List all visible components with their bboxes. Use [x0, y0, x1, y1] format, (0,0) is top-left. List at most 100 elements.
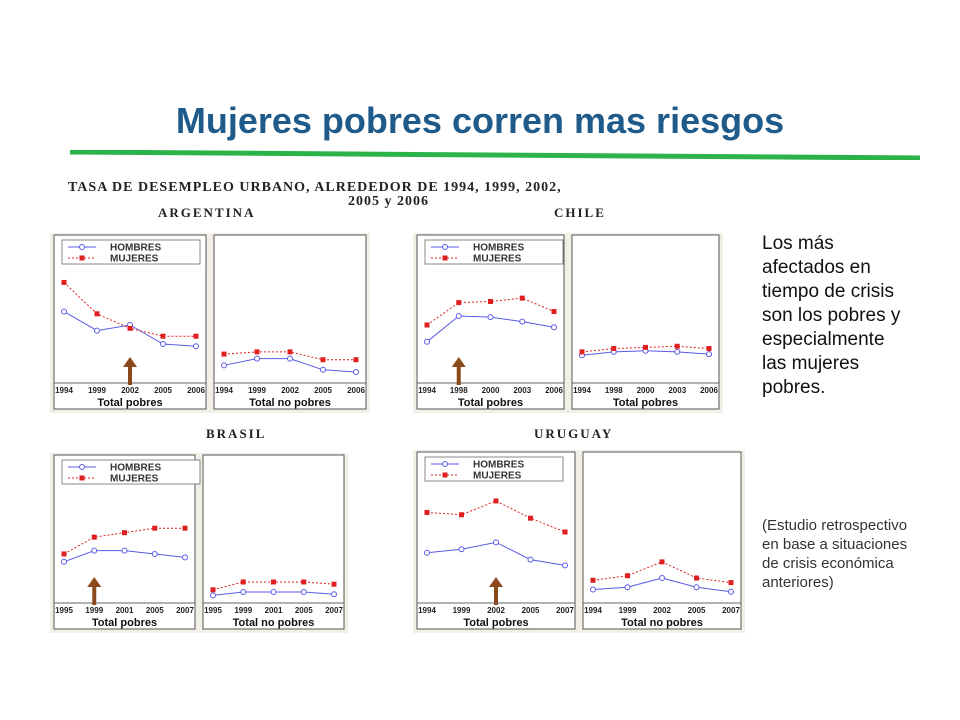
x-tick-label: 2005 [688, 606, 706, 615]
crisis-arrow-icon [451, 357, 466, 385]
x-tick-label: 2003 [513, 386, 531, 395]
data-point-mujeres [122, 530, 127, 536]
data-point-hombres [458, 546, 465, 553]
country-label-chile: CHILE [554, 205, 606, 220]
legend-box [61, 459, 201, 485]
data-point-hombres [287, 355, 293, 362]
legend-marker [442, 461, 448, 467]
data-point-mujeres [193, 333, 199, 339]
data-point-hombres [331, 591, 337, 598]
data-point-mujeres [424, 509, 430, 515]
legend-marker [442, 255, 448, 261]
x-tick-label: 2007 [722, 606, 740, 615]
data-point-mujeres [459, 512, 464, 518]
x-tick-label: 1994 [573, 386, 591, 395]
legend-label: HOMBRES [473, 460, 524, 471]
chile-chart-svg: 1994 1998 2000 2003 2006 Total pobres HOMBRESM… [416, 234, 720, 410]
data-point-mujeres [331, 581, 337, 587]
data-point-hombres [353, 369, 359, 376]
x-tick-label: 1994 [418, 386, 436, 395]
data-point-mujeres [519, 295, 525, 301]
uruguay-chart-svg: 1994 1999 2002 2005 2007 Total pobres HOMBRESM… [416, 451, 742, 630]
series-line-mujeres [426, 297, 555, 326]
data-point-hombres [674, 348, 681, 355]
data-point-hombres [527, 556, 534, 563]
legend-label: HOMBRES [473, 243, 524, 254]
x-axis-label: Total no pobres [233, 617, 315, 629]
data-point-hombres [94, 327, 100, 334]
legend-marker [79, 475, 85, 481]
x-axis-label: Total pobres [463, 617, 528, 629]
data-point-mujeres [152, 525, 158, 531]
legend-label: HOMBRES [110, 463, 161, 474]
data-point-hombres [424, 549, 430, 556]
data-point-mujeres [287, 349, 293, 355]
data-point-mujeres [94, 311, 100, 317]
legend-label: MUJERES [110, 254, 159, 265]
legend-label: MUJERES [473, 254, 522, 265]
legend-marker [79, 244, 85, 250]
data-point-mujeres [182, 525, 188, 531]
data-point-mujeres [488, 298, 493, 304]
x-axis-label: Total no pobres [249, 397, 331, 409]
x-tick-label: 2007 [556, 606, 574, 615]
x-axis-label: Total no pobres [621, 617, 703, 629]
chart-header-line1: TASA DE DESEMPLEO URBANO, ALREDEDOR DE 1… [68, 180, 562, 195]
data-point-mujeres [91, 534, 97, 540]
data-point-hombres [455, 313, 462, 320]
argentina-chart-svg: 1994 1999 2002 2005 2006 Total pobres HOMBRESM… [53, 234, 367, 410]
x-tick-label: 1999 [619, 606, 637, 615]
country-label-argentina: ARGENTINA [158, 205, 256, 220]
legend-box [61, 239, 201, 265]
data-point-mujeres [456, 300, 462, 306]
data-point-mujeres [551, 309, 557, 315]
x-tick-label: 1994 [55, 386, 73, 395]
side-text: Los más afectados en tiempo de crisis so… [762, 233, 901, 398]
x-tick-label: 1999 [85, 606, 103, 615]
x-tick-label: 2000 [482, 386, 500, 395]
x-tick-label: 1998 [450, 386, 468, 395]
data-point-mujeres [493, 498, 499, 504]
chart-header-line2: 2005 y 2006 [348, 194, 429, 209]
x-tick-label: 1999 [88, 386, 106, 395]
data-point-hombres [61, 558, 67, 565]
legend-label: HOMBRES [110, 243, 161, 254]
title-underline [70, 150, 920, 160]
legend-box [424, 239, 564, 265]
data-point-mujeres [625, 573, 630, 579]
chart-chile: 1994 1998 2000 2003 2006 Total pobres HOMBRES M… [413, 233, 723, 413]
data-point-hombres [728, 588, 734, 595]
x-tick-label: 1999 [453, 606, 471, 615]
data-point-hombres [240, 589, 247, 596]
data-point-mujeres [271, 579, 276, 585]
data-point-mujeres [424, 322, 430, 328]
data-point-mujeres [674, 343, 680, 349]
crisis-arrow-icon [489, 577, 503, 605]
data-point-hombres [270, 589, 277, 596]
data-point-mujeres [643, 344, 648, 350]
data-point-hombres [91, 547, 98, 554]
x-tick-label: 2003 [668, 386, 686, 395]
data-point-hombres [160, 341, 166, 348]
series-line-mujeres [592, 561, 732, 584]
x-tick-label: 2002 [281, 386, 299, 395]
x-tick-label: 1995 [204, 606, 222, 615]
country-label-uruguay: URUGUAY [534, 426, 614, 441]
data-point-mujeres [301, 579, 307, 585]
legend-marker [442, 244, 448, 250]
data-point-mujeres [320, 357, 326, 363]
plot-area [582, 451, 742, 630]
x-tick-label: 2006 [347, 386, 365, 395]
chart-brasil: 1995 1999 2001 2005 2007 Total pobres HOMBRES M… [50, 453, 348, 633]
x-tick-label: 1999 [234, 606, 252, 615]
legend-label: MUJERES [110, 474, 159, 485]
data-point-mujeres [659, 559, 665, 565]
chart-uruguay: 1994 1999 2002 2005 2007 Total pobres HOMBRES M… [413, 450, 745, 633]
data-point-hombres [151, 550, 158, 557]
slide-title: Mujeres pobres corren mas riesgos [175, 100, 785, 141]
x-tick-label: 2000 [637, 386, 655, 395]
series-line-mujeres [581, 345, 710, 353]
data-point-mujeres [61, 551, 67, 557]
source-note: (Estudio retrospectivo en base a situaci… [762, 517, 908, 591]
data-point-hombres [706, 351, 712, 358]
